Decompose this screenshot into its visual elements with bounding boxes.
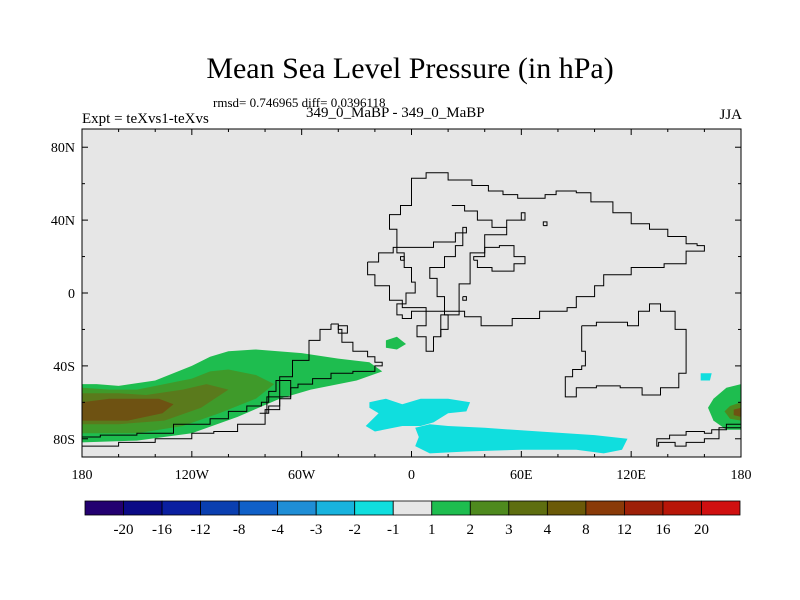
colorbar-box-14: [624, 500, 664, 516]
colorbar-label-6: -2: [348, 522, 361, 538]
colorbar-box-9: [431, 500, 471, 516]
colorbar-box-4: [238, 500, 279, 516]
colorbar-box-16: [701, 500, 741, 516]
field-region-south-atlantic-negative: [365, 398, 471, 432]
x-tick-label-0: 180: [72, 468, 93, 483]
colorbar-box-1: [123, 500, 163, 516]
colorbar-box-7: [354, 500, 394, 516]
colorbar-label-1: -16: [152, 522, 172, 538]
contour-sea-region-outline: [473, 245, 526, 272]
field-regions: [82, 336, 741, 454]
field-region-indian-negative: [415, 424, 628, 454]
colorbar-box-3: [200, 500, 240, 516]
x-tick-label-1: 120W: [175, 468, 210, 483]
y-tick-label-2: 0: [68, 287, 75, 302]
x-axis: 180 120W 60W 0 60E 120E 180: [72, 129, 752, 483]
experiment-label: Expt = teXvs1-teXvs: [82, 111, 209, 127]
y-tick-label-0: 80N: [51, 141, 75, 156]
colorbar-label-3: -8: [233, 522, 246, 538]
colorbar-label-9: 2: [467, 522, 475, 538]
y-axis: 80N 40N 0 40S 80S: [51, 141, 741, 448]
colorbar-label-4: -4: [271, 522, 284, 538]
colorbar-label-14: 16: [655, 522, 671, 538]
contour-south-america-outline: [259, 323, 383, 414]
stats-line: rmsd= 0.746965 diff= 0.0396118: [213, 95, 386, 110]
x-tick-label-2: 60W: [288, 468, 316, 483]
y-tick-label-4: 80S: [53, 433, 75, 448]
colorbar-box-11: [508, 500, 548, 516]
colorbar-box-8: [392, 500, 433, 516]
colorbar-box-6: [315, 500, 356, 516]
x-tick-label-4: 60E: [510, 468, 533, 483]
colorbar-label-12: 8: [582, 522, 590, 538]
x-tick-label-5: 120E: [616, 468, 646, 483]
field-region-east-negative-small: [700, 373, 712, 381]
contour-island-outline-1: [337, 325, 348, 334]
contour-africa-east-outline: [440, 205, 526, 337]
colorbar-label-2: -12: [191, 522, 211, 538]
contour-australia-outline: [564, 303, 687, 398]
contour-antarctic-left-outline: [81, 380, 292, 448]
colorbar-label-5: -3: [310, 522, 323, 538]
contour-eurasia-outline: [389, 172, 705, 327]
colorbar-label-13: 12: [617, 522, 632, 538]
contour-africa-outline: [367, 226, 467, 352]
colorbar-label-7: -1: [387, 522, 400, 538]
colorbar-label-10: 3: [505, 522, 513, 538]
colorbar-box-5: [277, 500, 317, 516]
x-tick-label-6: 180: [731, 468, 752, 483]
colorbar-box-12: [546, 500, 587, 516]
colorbar-box-0: [84, 500, 124, 516]
colorbar: -20 -16 -12 -8 -4 -3 -2 -1 1 2 3 4 8 12 16 20: [84, 500, 741, 538]
colorbar-box-13: [585, 500, 625, 516]
contour-island-outline-2: [462, 296, 467, 301]
colorbar-label-11: 4: [544, 522, 552, 538]
contour-antarctic-right-outline: [656, 420, 742, 447]
colorbar-label-0: -20: [114, 522, 134, 538]
field-region-east-positive-2: [724, 402, 741, 421]
colorbar-label-8: 1: [428, 522, 436, 538]
y-tick-label-1: 40N: [51, 214, 75, 229]
period-label: 349_0_MaBP - 349_0_MaBP: [306, 105, 485, 121]
season-label: JJA: [719, 107, 742, 123]
colorbar-label-15: 20: [694, 522, 709, 538]
field-region-south-pacific-positive-4: [82, 398, 174, 421]
contour-lines: [81, 172, 742, 448]
field-region-east-positive-3: [733, 407, 741, 417]
contour-island-outline-3: [542, 221, 548, 227]
x-tick-label-3: 0: [408, 468, 415, 483]
colorbar-box-10: [469, 500, 510, 516]
y-tick-label-3: 40S: [53, 360, 75, 375]
field-region-south-atlantic-small-positive: [385, 336, 406, 350]
chart-title: Mean Sea Level Pressure (in hPa): [206, 52, 614, 85]
colorbar-box-2: [161, 500, 201, 516]
contour-island-outline-4: [400, 256, 405, 261]
colorbar-box-15: [662, 500, 702, 516]
